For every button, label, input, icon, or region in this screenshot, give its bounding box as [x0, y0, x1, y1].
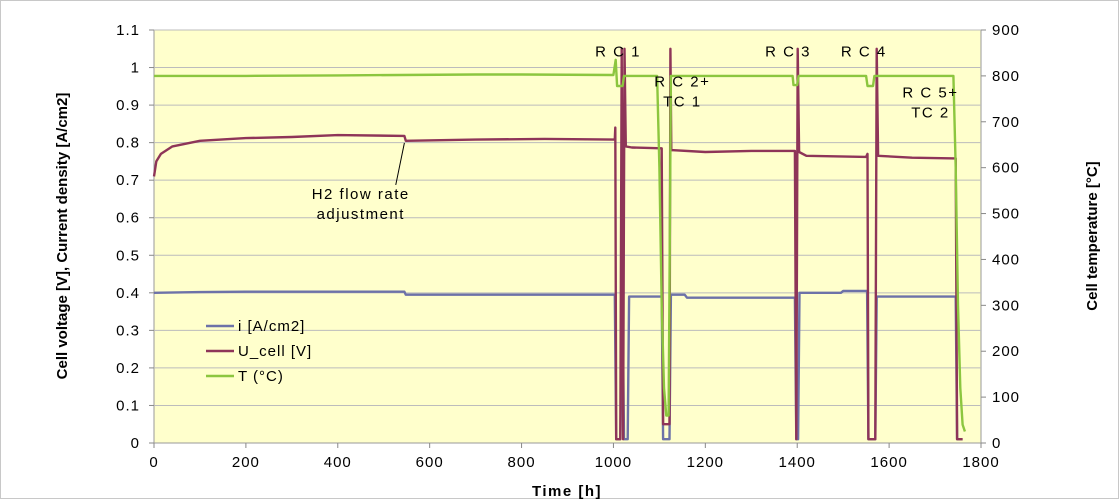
legend-label: U_cell [V]	[238, 343, 312, 360]
y-tick-label: 0.9	[116, 97, 140, 114]
x-tick-label: 1400	[779, 454, 816, 471]
y-tick-label: 0.5	[116, 247, 140, 264]
series-line	[152, 47, 963, 441]
y-axis-ticks: 0 0.1 0.2 0.3 0.4 0.5 0.6 0.7 0.8 0.9 1 1.1	[116, 22, 154, 452]
annotation-label: R C 1	[595, 43, 641, 60]
x-tick-label: 600	[416, 454, 444, 471]
y2-tick-label: 900	[992, 22, 1020, 39]
annotation-label: H2 flow rate	[312, 186, 410, 203]
x-tick-label: 1800	[962, 454, 999, 471]
y2-tick-label: 0	[992, 435, 1001, 452]
annotation-label: R C 3	[765, 43, 811, 60]
y-tick-label: 1.1	[116, 22, 140, 39]
y-axis-title: Cell voltage [V], Current density [A/cm2…	[54, 93, 71, 380]
x-tick-label: 1600	[870, 454, 907, 471]
series-lines	[152, 47, 967, 441]
legend: i [A/cm2] U_cell [V] T (°C)	[206, 318, 312, 385]
y-tick-label: 0.6	[116, 210, 140, 227]
y-tick-label: 0.4	[116, 285, 140, 302]
legend-label: i [A/cm2]	[238, 318, 305, 335]
y2-tick-label: 600	[992, 160, 1020, 177]
y2-axis-title: Cell temperature [°C]	[1084, 161, 1101, 310]
y-tick-label: 0.2	[116, 360, 140, 377]
annotation: H2 flow rate adjustment	[312, 142, 410, 223]
x-tick-label: 200	[232, 454, 260, 471]
annotation: R C 3	[765, 43, 811, 60]
annotation-label: R C 5+	[902, 85, 958, 102]
y2-tick-label: 800	[992, 68, 1020, 85]
x-tick-label: 800	[508, 454, 536, 471]
x-axis-title: Time [h]	[532, 483, 602, 500]
y-tick-label: 0.1	[116, 397, 140, 414]
annotation-label: R C 2+	[654, 73, 710, 90]
x-axis-ticks: 0 200 400 600 800 1000 1200 1400 1600 1800	[149, 443, 999, 471]
annotation-label: R C 4	[841, 43, 887, 60]
plot-area	[153, 29, 982, 444]
y-tick-label: 0.3	[116, 322, 140, 339]
series-line	[154, 58, 967, 432]
y2-tick-label: 700	[992, 114, 1020, 131]
y2-tick-label: 500	[992, 206, 1020, 223]
annotation-label: TC 2	[911, 105, 950, 122]
annotation: R C 4	[841, 43, 887, 60]
x-tick-label: 1000	[595, 454, 632, 471]
x-tick-label: 400	[324, 454, 352, 471]
legend-label: T (°C)	[238, 368, 284, 385]
y-tick-label: 0.8	[116, 135, 140, 152]
x-tick-label: 1200	[687, 454, 724, 471]
grid-lines	[154, 29, 981, 406]
y-tick-label: 1	[131, 60, 140, 77]
y2-tick-label: 100	[992, 389, 1020, 406]
y2-axis-ticks: 0 100 200 300 400 500 600 700 800 900	[981, 22, 1020, 452]
annotation: R C 2+ TC 1	[654, 73, 710, 110]
y-tick-label: 0.7	[116, 172, 140, 189]
y2-tick-label: 400	[992, 251, 1020, 268]
annotation-leader-line	[395, 142, 405, 186]
annotations: R C 1 R C 2+ TC 1 R C 3 R C 4 R C 5+ TC 2 H2 fl…	[312, 43, 958, 223]
y2-tick-label: 200	[992, 343, 1020, 360]
y2-tick-label: 300	[992, 297, 1020, 314]
annotation: R C 5+ TC 2	[902, 85, 958, 122]
y-tick-label: 0	[131, 435, 140, 452]
annotation-label: adjustment	[317, 206, 405, 223]
x-tick-label: 0	[149, 454, 158, 471]
annotation: R C 1	[595, 43, 641, 60]
annotation-label: TC 1	[663, 93, 702, 110]
